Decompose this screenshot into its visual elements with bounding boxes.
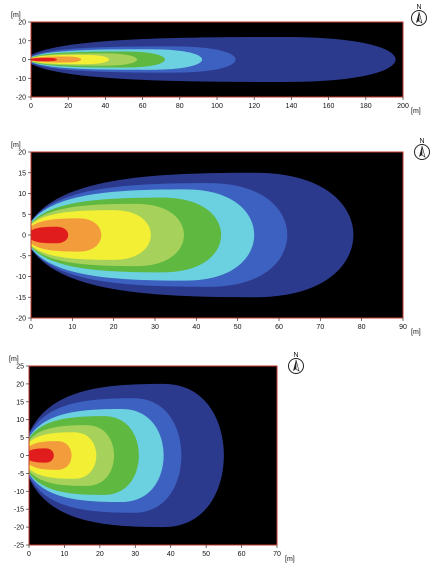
x-tick-label: 20: [96, 551, 104, 558]
x-tick-label: 80: [358, 324, 366, 331]
x-tick-label: 80: [176, 103, 184, 110]
y-tick-label: 5: [22, 212, 26, 219]
x-tick-label: 70: [316, 324, 324, 331]
y-tick-label: -20: [16, 316, 26, 323]
y-tick-label: 20: [16, 381, 24, 388]
compass-label: N: [293, 352, 298, 359]
north-compass-icon: N: [414, 138, 430, 160]
chart-panel-2: 0 10 20 30 40 50 60 70 80 9020151050-5-10-15-20[m…: [11, 138, 430, 336]
x-tick-label: 0: [29, 103, 33, 110]
y-tick-label: 25: [16, 364, 24, 371]
x-tick-label: 10: [61, 551, 69, 558]
x-tick-label: 200: [397, 103, 409, 110]
y-tick-label: 10: [18, 38, 26, 45]
contour-group: [29, 383, 224, 528]
y-axis-unit: [m]: [11, 12, 21, 19]
y-tick-label: 5: [20, 435, 24, 442]
contour-level-8: [31, 57, 58, 62]
x-tick-label: 30: [151, 324, 159, 331]
north-compass-icon: N: [411, 4, 427, 26]
y-tick-label: -10: [16, 274, 26, 281]
y-tick-label: -5: [20, 253, 26, 260]
y-tick-label: 10: [16, 417, 24, 424]
x-tick-label: 140: [286, 103, 298, 110]
y-tick-label: 0: [22, 57, 26, 64]
y-tick-label: -10: [14, 489, 24, 496]
north-compass-icon: N: [288, 352, 304, 374]
x-tick-label: 20: [64, 103, 72, 110]
y-tick-label: 0: [22, 233, 26, 240]
y-tick-label: -5: [18, 471, 24, 478]
contour-group: [31, 172, 354, 298]
x-axis-unit: [m]: [411, 329, 421, 336]
x-tick-label: 70: [273, 551, 281, 558]
x-tick-label: 30: [131, 551, 139, 558]
y-tick-label: -20: [14, 525, 24, 532]
x-tick-label: 20: [110, 324, 118, 331]
x-tick-label: 40: [192, 324, 200, 331]
y-tick-label: 20: [18, 20, 26, 27]
x-tick-label: 0: [27, 551, 31, 558]
compass-label: N: [416, 4, 421, 11]
y-tick-label: 15: [18, 170, 26, 177]
y-tick-label: -15: [14, 507, 24, 514]
contour-level-8: [31, 226, 69, 244]
x-tick-label: 100: [211, 103, 223, 110]
x-tick-label: 120: [248, 103, 260, 110]
x-tick-label: 160: [323, 103, 335, 110]
y-tick-label: 10: [18, 191, 26, 198]
x-tick-label: 50: [202, 551, 210, 558]
y-axis-unit: [m]: [11, 142, 21, 149]
x-tick-label: 60: [139, 103, 147, 110]
x-tick-label: 40: [102, 103, 110, 110]
x-tick-label: 180: [360, 103, 372, 110]
y-tick-label: -25: [14, 543, 24, 550]
x-tick-label: 90: [399, 324, 407, 331]
x-tick-label: 60: [275, 324, 283, 331]
y-tick-label: 15: [16, 399, 24, 406]
x-tick-label: 60: [238, 551, 246, 558]
chart-panel-3: 0 10 20 30 40 50 60 702520151050-5-10-15-20-25[…: [9, 352, 304, 563]
y-axis-unit: [m]: [9, 356, 19, 363]
y-tick-label: -10: [16, 76, 26, 83]
x-tick-label: 0: [29, 324, 33, 331]
compass-label: N: [419, 138, 424, 145]
y-tick-label: 0: [20, 453, 24, 460]
y-tick-label: -15: [16, 295, 26, 302]
x-tick-label: 10: [68, 324, 76, 331]
contour-level-8: [29, 448, 54, 463]
y-tick-label: -20: [16, 95, 26, 102]
y-tick-label: 20: [18, 150, 26, 157]
x-axis-unit: [m]: [411, 108, 421, 115]
x-axis-unit: [m]: [285, 556, 295, 563]
x-tick-label: 40: [167, 551, 175, 558]
chart-panel-1: 0 20 40 60 80 100 120 140 160 180 20020100-10-20[m…: [11, 4, 427, 115]
x-tick-label: 50: [234, 324, 242, 331]
contour-group: [31, 37, 396, 82]
